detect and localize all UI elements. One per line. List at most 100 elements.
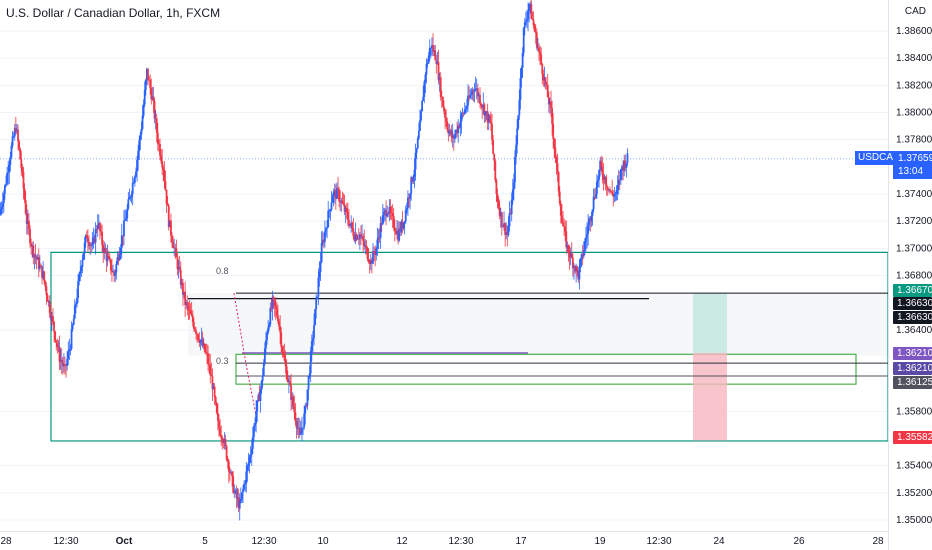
candle — [253, 423, 255, 443]
candle-body — [123, 220, 125, 237]
candle — [452, 133, 455, 151]
candle-body — [139, 134, 142, 141]
candle — [482, 92, 485, 115]
candle-body — [422, 96, 425, 101]
candle-body — [425, 63, 428, 75]
candle — [351, 221, 354, 232]
candle — [450, 125, 453, 143]
candle-body — [121, 235, 124, 237]
candle — [326, 220, 329, 239]
candle — [387, 211, 390, 218]
candle — [370, 257, 373, 274]
candle-body — [163, 169, 166, 181]
candle-body — [444, 111, 446, 119]
candle-body — [373, 251, 375, 255]
candle-body — [343, 204, 346, 212]
candle-body — [547, 97, 550, 105]
candle — [263, 342, 266, 366]
candle — [255, 400, 258, 433]
candle-body — [567, 245, 570, 254]
candle — [470, 87, 473, 100]
candle-body — [605, 184, 608, 188]
candle — [38, 254, 41, 272]
candle-body — [617, 179, 620, 186]
candle-body — [419, 120, 421, 131]
candle-body — [554, 147, 557, 158]
fib-label-03: 0.3 — [216, 356, 229, 366]
candle-body — [6, 172, 8, 184]
candle — [490, 111, 492, 132]
candle — [555, 155, 558, 175]
candle — [467, 84, 469, 112]
candle — [440, 90, 443, 108]
candle — [16, 123, 18, 135]
candle — [309, 346, 312, 383]
candle-body — [475, 88, 478, 90]
candle-body — [382, 212, 385, 216]
candle-body — [340, 200, 343, 203]
candle-body — [254, 423, 256, 427]
candle-body — [70, 329, 73, 349]
candle — [103, 241, 106, 260]
candle — [47, 300, 50, 307]
candle-body — [363, 241, 366, 247]
candle-body — [503, 223, 505, 227]
candle-body — [109, 259, 112, 271]
candle — [273, 299, 276, 317]
candle-body — [395, 231, 397, 235]
candle-body — [152, 96, 155, 102]
candle — [220, 425, 223, 446]
candle-body — [624, 160, 627, 168]
candle — [314, 308, 316, 326]
candle — [395, 227, 397, 235]
candle-body — [60, 359, 63, 363]
candle-body — [573, 266, 575, 269]
candle-body — [393, 227, 396, 232]
candle — [200, 327, 203, 346]
candle-body — [85, 235, 88, 239]
candle — [302, 427, 304, 436]
candle-body — [597, 179, 599, 182]
candle — [18, 139, 21, 152]
candle — [458, 123, 461, 130]
candle-body — [306, 389, 309, 406]
candle — [229, 466, 231, 481]
candle-body — [296, 427, 299, 429]
candle — [174, 243, 177, 260]
candle-body — [582, 249, 585, 257]
candle-body — [166, 203, 169, 206]
candle — [224, 434, 227, 450]
candle-body — [247, 462, 250, 467]
candle — [161, 149, 164, 176]
candle — [168, 220, 171, 228]
candle-body — [379, 222, 382, 238]
candle — [512, 173, 515, 201]
candle-body — [517, 115, 520, 129]
candle-body — [117, 257, 120, 260]
candle — [175, 239, 178, 258]
candle-body — [286, 379, 289, 382]
candle — [380, 217, 383, 233]
candle-body — [209, 364, 212, 375]
candle-body — [546, 84, 549, 98]
candle-body — [233, 491, 236, 493]
candle-body — [30, 243, 33, 247]
candle — [184, 281, 187, 317]
candle — [286, 370, 289, 384]
candle-body — [171, 235, 173, 243]
candle — [290, 373, 292, 411]
candle — [533, 23, 536, 33]
candle-body — [492, 139, 495, 154]
candle-body — [511, 189, 514, 200]
candle — [58, 335, 61, 370]
candle-body — [467, 95, 469, 106]
candle-body — [237, 497, 240, 509]
candle — [575, 263, 578, 283]
candle-body — [515, 144, 517, 157]
candle — [100, 223, 102, 236]
candle-body — [378, 237, 381, 239]
candle — [451, 123, 454, 148]
candle — [237, 488, 240, 512]
